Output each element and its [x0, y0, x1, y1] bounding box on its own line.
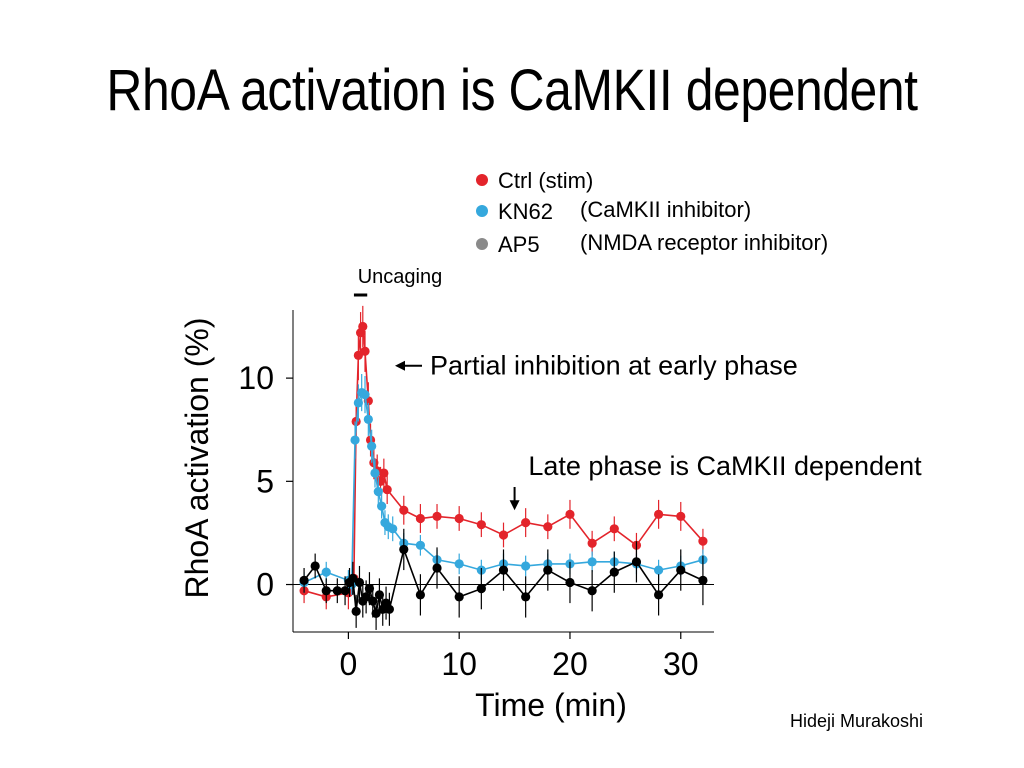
legend-marker-kn62: [476, 205, 488, 217]
ap5-point: [351, 606, 361, 616]
slide-title: RhoA activation is CaMKII dependent: [106, 58, 918, 123]
ap5-point: [476, 584, 486, 594]
series-ap5: [299, 528, 708, 630]
early-phase-arrow-head: [395, 360, 405, 371]
legend-marker-ap5: [476, 238, 488, 250]
x-tick-label: 20: [552, 646, 588, 682]
data-series: [299, 305, 708, 630]
ctrl-point: [521, 518, 531, 528]
ap5-point: [321, 586, 331, 596]
ctrl-point: [353, 350, 363, 361]
legend-marker-ctrl: [476, 174, 488, 186]
ctrl-point: [587, 538, 597, 548]
legend-note-kn62: (CaMKII inhibitor): [580, 197, 751, 222]
ap5-point: [631, 557, 642, 567]
ctrl-point: [360, 346, 370, 356]
kn62-point: [353, 398, 363, 408]
late-phase-arrow-head: [509, 500, 520, 511]
ap5-point: [364, 584, 375, 594]
kn62-point: [363, 414, 373, 424]
ctrl-point: [432, 511, 442, 522]
ctrl-point: [399, 505, 409, 515]
ap5-point: [310, 561, 320, 571]
ap5-point: [609, 567, 619, 577]
ap5-point: [361, 592, 371, 602]
ap5-point: [371, 608, 381, 619]
ap5-point: [384, 604, 394, 614]
ap5-point: [587, 586, 597, 596]
ctrl-point: [476, 520, 486, 530]
kn62-point: [388, 524, 398, 534]
legend-label-ap5: AP5: [498, 232, 540, 257]
x-axis-label: Time (min): [475, 687, 627, 723]
ap5-point: [676, 565, 686, 575]
kn62-point: [377, 501, 387, 511]
ctrl-point: [676, 511, 686, 522]
ap5-point: [415, 590, 426, 600]
ap5-point: [543, 565, 553, 575]
legend-label-ctrl: Ctrl (stim): [498, 168, 593, 193]
x-tick-label: 30: [663, 646, 699, 682]
kn62-point: [321, 567, 331, 577]
legend-note-ap5: (NMDA receptor inhibitor): [580, 230, 828, 255]
ap5-point: [348, 573, 358, 583]
ctrl-point: [382, 484, 392, 495]
ctrl-point: [609, 524, 619, 534]
y-tick-label: 5: [256, 463, 274, 499]
ap5-point: [399, 544, 409, 555]
kn62-point: [521, 561, 531, 571]
ap5-point: [521, 592, 531, 602]
ap5-point: [698, 575, 708, 585]
y-tick-label: 10: [238, 360, 274, 396]
uncaging-label: Uncaging: [358, 266, 443, 288]
ctrl-point: [415, 513, 426, 524]
kn62-point: [367, 441, 377, 451]
kn62-point: [370, 468, 380, 478]
ctrl-point: [358, 321, 368, 332]
ap5-point: [565, 577, 575, 588]
ap5-point: [368, 596, 378, 606]
kn62-point: [654, 565, 664, 575]
ap5-point: [332, 586, 342, 596]
annotations: Uncaging Partial inhibition at early phas…: [353, 266, 922, 511]
ap5-point: [498, 565, 509, 575]
early-phase-annotation: Partial inhibition at early phase: [430, 351, 798, 381]
kn62-point: [350, 435, 360, 445]
ap5-point: [340, 586, 350, 596]
ap5-point: [654, 590, 664, 600]
kn62-point: [373, 487, 383, 497]
late-phase-annotation: Late phase is CaMKII dependent: [528, 451, 922, 481]
ctrl-point: [379, 468, 389, 478]
kn62-point: [415, 540, 426, 550]
ctrl-point: [698, 536, 708, 546]
legend: Ctrl (stim) KN62 (CaMKII inhibitor) AP5 (NMD…: [476, 168, 828, 257]
ap5-point: [432, 563, 442, 573]
ctrl-point: [498, 530, 509, 540]
ctrl-point: [454, 513, 464, 524]
ap5-point: [354, 577, 365, 588]
ap5-point: [374, 590, 385, 600]
y-tick-label: 0: [256, 567, 274, 603]
ctrl-point: [654, 509, 664, 519]
ap5-point: [299, 575, 309, 585]
ctrl-point: [565, 509, 575, 519]
ap5-point: [454, 592, 464, 602]
author-credit: Hideji Murakoshi: [790, 711, 924, 731]
x-tick-label: 10: [441, 646, 477, 682]
kn62-point: [587, 557, 597, 567]
kn62-point: [360, 390, 370, 400]
y-axis-label: RhoA activation (%): [179, 317, 215, 598]
ctrl-point: [543, 522, 553, 532]
legend-label-kn62: KN62: [498, 199, 553, 224]
x-tick-label: 0: [339, 646, 357, 682]
kn62-point: [454, 559, 464, 569]
